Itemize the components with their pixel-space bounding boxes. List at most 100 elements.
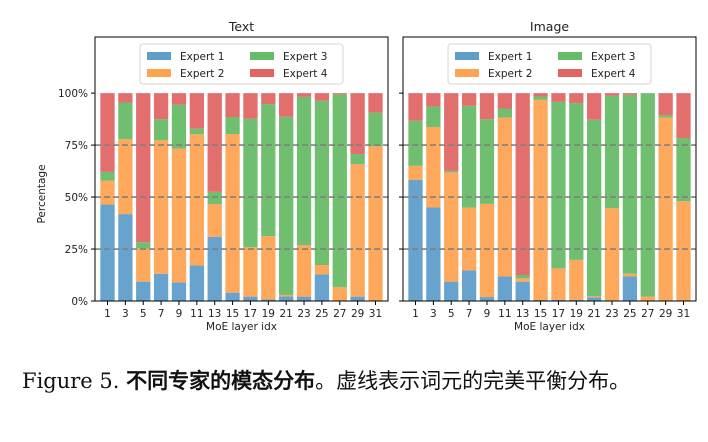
bar-expert-1-layer-7	[153, 273, 169, 301]
bar-expert-2-layer-19	[261, 236, 276, 300]
bar-expert-3-layer-13	[515, 275, 530, 279]
x-tick-label: 29	[351, 308, 364, 320]
x-tick-label: 7	[158, 308, 165, 320]
bar-expert-2-layer-29	[350, 164, 365, 297]
legend-swatch-expert-4	[558, 69, 582, 77]
x-tick-label: 19	[570, 308, 583, 320]
y-tick-label: 50%	[65, 192, 88, 204]
bar-expert-3-layer-9	[171, 104, 187, 149]
bar-expert-3-layer-27	[640, 93, 655, 297]
bar-expert-2-layer-7	[461, 207, 477, 271]
legend-label-expert-1: Expert 1	[488, 51, 532, 63]
bar-expert-3-layer-19	[261, 104, 276, 237]
x-tick-label: 1	[412, 308, 419, 320]
legend-swatch-expert-1	[455, 52, 479, 60]
bar-expert-3-layer-1	[408, 120, 423, 166]
legend-label-expert-4: Expert 4	[591, 68, 636, 80]
x-tick-label: 3	[430, 308, 437, 320]
x-tick-label: 13	[208, 308, 221, 320]
bar-expert-2-layer-17	[243, 247, 258, 297]
bar-expert-4-layer-21	[587, 93, 602, 120]
bar-expert-1-layer-23	[296, 296, 312, 301]
bar-expert-1-layer-9	[479, 297, 495, 301]
bar-expert-3-layer-9	[479, 119, 495, 204]
x-tick-label: 17	[552, 308, 565, 320]
bar-expert-4-layer-27	[332, 93, 347, 95]
bar-expert-1-layer-5	[136, 281, 151, 301]
x-tick-label: 9	[176, 308, 183, 320]
bar-expert-4-layer-19	[261, 93, 276, 105]
bar-expert-3-layer-23	[296, 96, 312, 246]
bar-expert-1-layer-13	[515, 281, 530, 301]
bar-expert-4-layer-13	[207, 93, 222, 192]
y-axis-label: Percentage	[36, 164, 48, 223]
bar-expert-3-layer-7	[461, 105, 477, 208]
bar-expert-1-layer-1	[408, 180, 423, 301]
bar-expert-2-layer-15	[225, 134, 240, 293]
panel-title: Text	[228, 19, 254, 34]
bar-expert-4-layer-1	[408, 93, 423, 121]
axes-frame	[402, 36, 697, 302]
bar-expert-3-layer-19	[569, 103, 584, 260]
panel-title: Image	[530, 19, 569, 34]
legend-swatch-expert-2	[455, 69, 479, 77]
bar-expert-1-layer-9	[171, 282, 187, 301]
bar-expert-2-layer-3	[118, 139, 133, 215]
bar-expert-4-layer-3	[118, 93, 133, 103]
bar-expert-4-layer-15	[225, 93, 240, 118]
bar-expert-2-layer-25	[622, 273, 638, 277]
legend-label-expert-3: Expert 3	[591, 51, 635, 63]
x-tick-label: 19	[262, 308, 275, 320]
y-tick-label: 100%	[58, 88, 88, 100]
bar-expert-1-layer-3	[426, 207, 441, 301]
x-tick-label: 23	[605, 308, 618, 320]
legend-swatch-expert-4	[250, 69, 274, 77]
bar-expert-1-layer-19	[261, 299, 276, 301]
bar-expert-1-layer-17	[551, 299, 566, 301]
x-tick-label: 11	[498, 308, 511, 320]
bar-expert-3-layer-3	[118, 102, 133, 140]
x-tick-label: 27	[333, 308, 346, 320]
bar-expert-3-layer-25	[314, 100, 330, 266]
bar-expert-4-layer-7	[153, 93, 169, 120]
bar-expert-2-layer-13	[207, 204, 222, 237]
bar-expert-1-layer-7	[461, 270, 477, 301]
axes-frame	[94, 36, 389, 302]
bar-expert-3-layer-15	[533, 96, 548, 100]
bar-expert-2-layer-23	[604, 208, 620, 301]
bar-expert-1-layer-3	[118, 214, 133, 301]
x-tick-label: 25	[623, 308, 636, 320]
bar-expert-2-layer-23	[296, 245, 312, 297]
x-tick-label: 17	[244, 308, 257, 320]
bar-expert-4-layer-11	[497, 93, 512, 109]
bar-expert-1-layer-17	[243, 296, 258, 301]
bar-expert-2-layer-5	[136, 248, 151, 282]
x-tick-label: 7	[466, 308, 473, 320]
bar-expert-2-layer-13	[515, 278, 530, 282]
bar-expert-2-layer-21	[587, 296, 602, 298]
bar-expert-3-layer-29	[658, 115, 673, 118]
bar-expert-4-layer-19	[569, 93, 584, 104]
bar-expert-3-layer-27	[332, 94, 347, 288]
bar-expert-2-layer-9	[171, 148, 187, 283]
bar-expert-4-layer-17	[243, 93, 258, 119]
bar-expert-3-layer-1	[100, 171, 115, 181]
x-tick-label: 1	[104, 308, 111, 320]
legend-swatch-expert-2	[147, 69, 171, 77]
bar-expert-2-layer-31	[676, 201, 691, 301]
bar-expert-3-layer-17	[243, 118, 258, 248]
bar-expert-4-layer-21	[279, 93, 294, 117]
x-tick-label: 29	[659, 308, 672, 320]
y-tick-label: 75%	[65, 140, 88, 152]
legend-label-expert-2: Expert 2	[488, 68, 532, 80]
bar-expert-4-layer-7	[461, 93, 477, 106]
bar-expert-2-layer-21	[279, 294, 294, 297]
legend-swatch-expert-3	[558, 52, 582, 60]
x-tick-label: 15	[534, 308, 547, 320]
bar-expert-1-layer-29	[350, 296, 365, 301]
bar-expert-1-layer-19	[569, 299, 584, 301]
y-tick-label: 0%	[71, 296, 88, 308]
bar-expert-4-layer-9	[171, 93, 187, 105]
x-tick-label: 23	[297, 308, 310, 320]
bar-expert-1-layer-5	[444, 281, 459, 301]
